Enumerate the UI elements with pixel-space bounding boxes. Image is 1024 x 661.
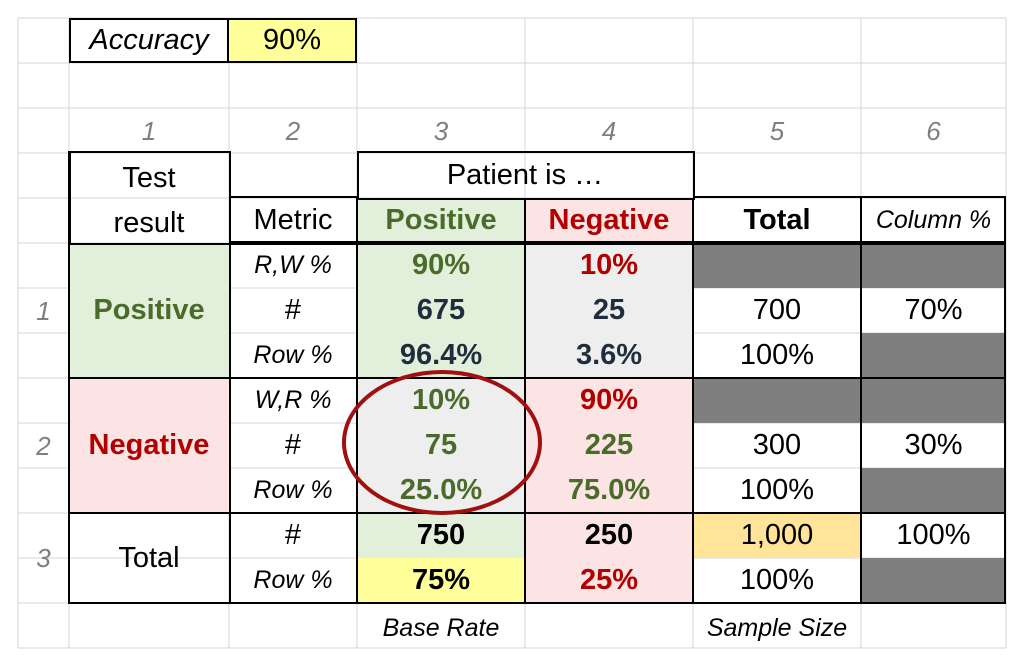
negative-total-dark-cell bbox=[693, 378, 861, 423]
main-top-line bbox=[69, 243, 1006, 245]
sample-size-value[interactable]: 1,000 bbox=[693, 513, 861, 558]
positive-colpct-dark-cell-top bbox=[861, 243, 1006, 288]
positive-colpct-dark-cell-bottom bbox=[861, 333, 1006, 378]
positive-negative-fill bbox=[525, 243, 693, 378]
tn-row-pct[interactable]: 75.0% bbox=[567, 474, 651, 506]
test-negative-label: Negative bbox=[69, 378, 229, 513]
metric-rw-pct: R,W % bbox=[254, 251, 332, 279]
column-header-3: 3 bbox=[433, 115, 449, 146]
negative-block-bottom-line bbox=[69, 512, 1006, 514]
negative-colpct-dark-cell-top bbox=[861, 378, 1006, 423]
fn-count[interactable]: 75 bbox=[424, 429, 458, 461]
table-bottom-line bbox=[69, 602, 1006, 604]
negative-negative-fill bbox=[525, 378, 693, 513]
accuracy-label: Accuracy bbox=[69, 18, 229, 63]
tp-row-pct[interactable]: 96.4% bbox=[399, 339, 483, 371]
right-border bbox=[1004, 198, 1006, 604]
fn-rate[interactable]: 10% bbox=[411, 384, 471, 416]
positive-column-pct[interactable]: 70% bbox=[904, 294, 963, 326]
label-metric-divider bbox=[229, 151, 231, 604]
tn-count[interactable]: 225 bbox=[584, 429, 634, 461]
negative-total-count-cell[interactable]: 250 bbox=[525, 513, 693, 558]
positive-total-count-cell[interactable]: 750 bbox=[357, 513, 525, 558]
negative-column-pct[interactable]: 30% bbox=[904, 429, 963, 461]
fp-rate[interactable]: 10% bbox=[579, 249, 639, 281]
negative-total-row-pct[interactable]: 100% bbox=[739, 474, 815, 506]
left-border bbox=[68, 151, 70, 604]
negative-colpct-dark-cell-bottom bbox=[861, 468, 1006, 513]
fn-row-pct[interactable]: 25.0% bbox=[399, 474, 483, 506]
positive-block-bottom-line bbox=[69, 377, 1006, 379]
tn-rate[interactable]: 90% bbox=[579, 384, 639, 416]
metric-row-pct-2: Row % bbox=[253, 476, 333, 504]
header-metric-top-line bbox=[229, 196, 359, 198]
fp-count[interactable]: 25 bbox=[592, 294, 626, 326]
test-result-header-line2: result bbox=[113, 207, 185, 239]
grand-column-pct[interactable]: 100% bbox=[896, 519, 971, 551]
metric-count-2: # bbox=[284, 429, 302, 461]
metric-positive-divider bbox=[356, 198, 358, 604]
test-positive-label: Positive bbox=[69, 243, 229, 378]
metric-header: Metric bbox=[253, 204, 333, 236]
negative-column-header: Negative bbox=[525, 198, 693, 243]
negative-base-pct[interactable]: 25% bbox=[525, 558, 693, 603]
row-header-2: 2 bbox=[36, 430, 51, 461]
positive-column-header: Positive bbox=[357, 198, 525, 243]
column-header-5: 5 bbox=[769, 115, 785, 146]
header-bottom-line bbox=[229, 241, 1006, 243]
tp-rate[interactable]: 90% bbox=[411, 249, 471, 281]
fp-row-pct[interactable]: 3.6% bbox=[575, 339, 643, 371]
patient-is-header: Patient is … bbox=[446, 159, 604, 191]
sample-size-caption: Sample Size bbox=[706, 614, 848, 642]
base-rate-caption: Base Rate bbox=[382, 614, 500, 642]
positive-total-row-pct[interactable]: 100% bbox=[739, 339, 815, 371]
metric-count-3: # bbox=[284, 519, 302, 551]
metric-row-pct: Row % bbox=[253, 341, 333, 369]
positive-positive-fill bbox=[357, 243, 525, 378]
grand-total-row-pct[interactable]: 100% bbox=[739, 564, 815, 596]
total-column-header: Total bbox=[743, 204, 811, 236]
column-header-2: 2 bbox=[285, 115, 301, 146]
column-header-4: 4 bbox=[601, 115, 617, 146]
column-header-1: 1 bbox=[141, 115, 157, 146]
column-pct-header: Column % bbox=[875, 206, 992, 234]
negative-positive-fill bbox=[357, 378, 525, 513]
row-header-3: 3 bbox=[36, 542, 51, 573]
base-rate-value[interactable]: 75% bbox=[357, 558, 525, 603]
total-colpct-divider bbox=[860, 198, 862, 604]
header-total-top-line bbox=[693, 196, 1006, 198]
positive-total-count[interactable]: 700 bbox=[752, 294, 802, 326]
negative-total-count[interactable]: 300 bbox=[752, 429, 802, 461]
total-colpct-dark-cell bbox=[861, 558, 1006, 603]
row-header-1: 1 bbox=[36, 295, 51, 326]
column-header-6: 6 bbox=[926, 115, 941, 146]
metric-count: # bbox=[284, 294, 302, 326]
metric-row-pct-3: Row % bbox=[253, 566, 333, 594]
accuracy-value[interactable]: 90% bbox=[229, 18, 357, 63]
negative-total-divider bbox=[692, 198, 694, 604]
total-row-label: Total bbox=[118, 541, 180, 574]
positive-negative-divider bbox=[524, 198, 526, 604]
test-result-header-line1: Test bbox=[122, 162, 176, 194]
tp-count[interactable]: 675 bbox=[416, 294, 466, 326]
positive-total-dark-cell bbox=[693, 243, 861, 288]
metric-wr-pct: W,R % bbox=[254, 386, 332, 414]
